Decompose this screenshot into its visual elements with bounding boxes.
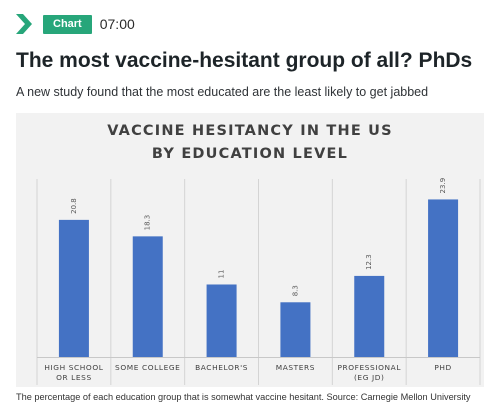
category-label: PROFESSIONAL xyxy=(337,363,401,372)
category-label: SOME COLLEGE xyxy=(115,363,180,372)
bar xyxy=(280,302,311,357)
headline: The most vaccine-hesitant group of all? … xyxy=(16,49,473,72)
subheadline: A new study found that the most educated… xyxy=(16,85,429,99)
bar xyxy=(132,236,163,357)
top-bar: Chart 07:00 xyxy=(16,14,135,34)
category-label: OR LESS xyxy=(56,373,92,382)
category-label: (EG JD) xyxy=(354,373,385,382)
bar xyxy=(58,219,89,357)
category-label: PHD xyxy=(434,363,452,372)
category-label: MASTERS xyxy=(276,363,315,372)
bar-chart: VACCINE HESITANCY IN THE US BY EDUCATION … xyxy=(36,123,481,385)
category-label: HIGH SCHOOL xyxy=(44,363,103,372)
bar xyxy=(206,284,237,357)
chart-panel: VACCINE HESITANCY IN THE US BY EDUCATION … xyxy=(16,113,484,387)
data-label: 8.3 xyxy=(291,285,299,296)
chevron-right-icon xyxy=(16,14,32,34)
publish-time: 07:00 xyxy=(99,16,135,32)
data-label: 18.3 xyxy=(144,215,152,231)
bar xyxy=(354,275,385,357)
data-label: 11 xyxy=(218,270,226,279)
bar xyxy=(428,199,459,357)
category-badge[interactable]: Chart xyxy=(43,14,92,34)
chart-caption: The percentage of each education group t… xyxy=(16,392,471,402)
data-label: 20.8 xyxy=(70,198,78,214)
chart-title-line-1: VACCINE HESITANCY IN THE US xyxy=(107,123,393,139)
chart-title-line-2: BY EDUCATION LEVEL xyxy=(152,146,348,162)
category-label: BACHELOR'S xyxy=(195,363,248,372)
data-label: 12.3 xyxy=(365,254,373,270)
data-label: 23.9 xyxy=(439,178,447,194)
